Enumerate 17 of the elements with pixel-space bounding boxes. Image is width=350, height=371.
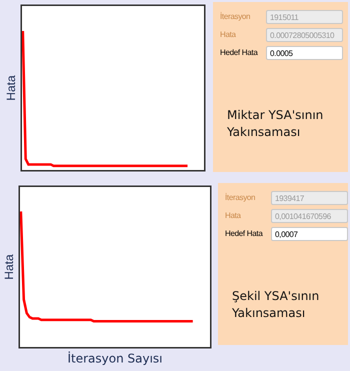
text: 1915011 bbox=[266, 10, 343, 24]
text: Hata bbox=[225, 211, 241, 220]
text: 0,0007 bbox=[271, 227, 348, 241]
text: İterasyon bbox=[225, 193, 256, 202]
text: Hedef Hata bbox=[225, 229, 262, 238]
text: Şekil YSA'sının Yakınsaması bbox=[232, 288, 320, 322]
text: Miktar YSA'sının Yakınsaması bbox=[227, 107, 324, 141]
text: 1939417 bbox=[271, 191, 348, 205]
y-axis-title: Hata bbox=[2, 254, 16, 280]
text: İterasyon bbox=[220, 12, 250, 21]
text: Hata bbox=[220, 30, 236, 39]
text: 0,001041670596 bbox=[271, 209, 348, 223]
text: 0.0005 bbox=[266, 46, 343, 60]
x-axis-title: İterasyon Sayısı bbox=[67, 352, 163, 366]
text: Hedef Hata bbox=[220, 48, 258, 57]
y-axis-title: Hata bbox=[4, 75, 18, 101]
text: 0.00072805005310 bbox=[266, 28, 343, 42]
